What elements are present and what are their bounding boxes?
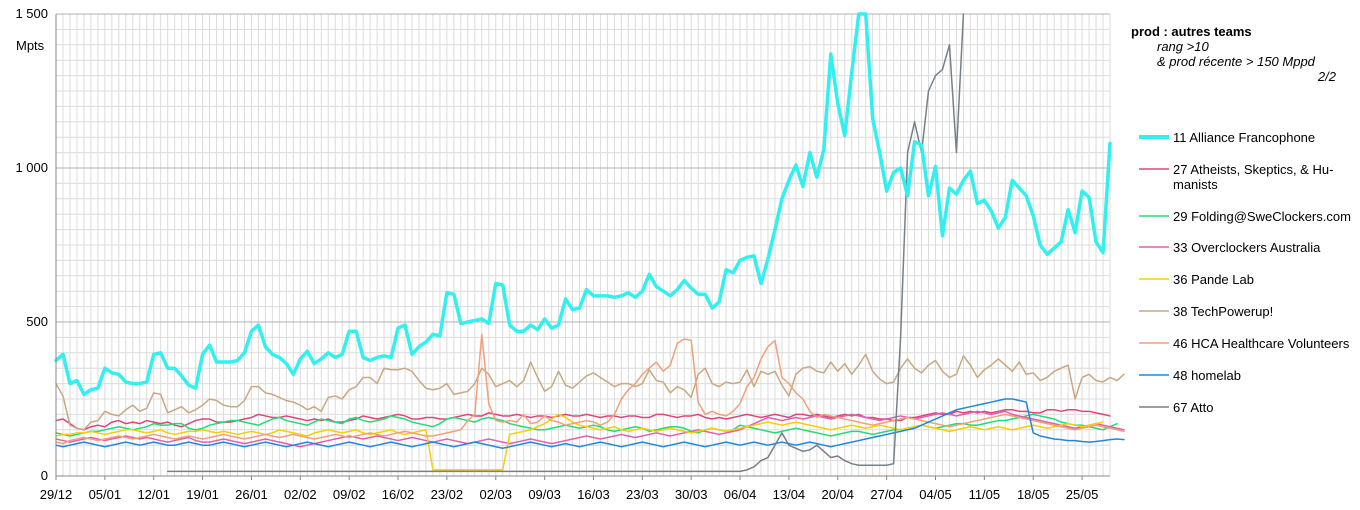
series-line-38-techpowerup [55, 353, 1125, 431]
x-tick-label: 11/05 [969, 487, 1001, 502]
x-tick-label: 27/04 [870, 487, 903, 502]
chart-title: prod : autres teams [1131, 24, 1252, 39]
series-line-27-atheists-skeptics-humanists [55, 409, 1111, 431]
x-tick-label: 16/02 [382, 487, 415, 502]
axes: 0 500 1 000 1 500 29/12 05/01 12/01 19/01 26/01 0… [15, 6, 1110, 502]
x-tick-label: 26/01 [235, 487, 268, 502]
grid [55, 13, 1111, 477]
x-tick-label: 19/01 [186, 487, 219, 502]
legend-label-46-hca-healthcare-volunteers: 46 HCA Healthcare Volunteers [1173, 336, 1350, 351]
y-tick-label: 1 500 [15, 6, 48, 21]
series-line-48-homelab [55, 398, 1125, 450]
x-tick-label: 13/04 [773, 487, 806, 502]
legend-label-36-pande-lab: 36 Pande Lab [1173, 272, 1254, 287]
legend: 11 Alliance Francophone 27 Atheists, Skep… [1139, 130, 1351, 415]
legend-label-27-atheists-skeptics-humanists: manists [1173, 177, 1218, 192]
series-line-36-pande-lab [55, 413, 1104, 471]
x-tick-label: 12/01 [137, 487, 170, 502]
subtitle-line-3: 2/2 [1317, 69, 1337, 84]
y-tick-label: 0 [41, 468, 48, 483]
legend-label-67-atto: 67 Atto [1173, 400, 1213, 415]
x-tick-label: 09/02 [333, 487, 366, 502]
x-tick-label: 09/03 [528, 487, 561, 502]
legend-label-48-homelab: 48 homelab [1173, 368, 1241, 383]
x-tick-label: 30/03 [675, 487, 708, 502]
x-tick-label: 23/03 [626, 487, 659, 502]
legend-label-38-techpowerup: 38 TechPowerup! [1173, 304, 1273, 319]
x-tick-label: 05/01 [89, 487, 122, 502]
series-group [54, 12, 1125, 473]
subtitle-line-2: & prod récente > 150 Mppd [1157, 54, 1316, 69]
x-tick-label: 18/05 [1017, 487, 1050, 502]
series-line-46-hca-healthcare-volunteers [55, 333, 1125, 445]
x-tick-label: 29/12 [40, 487, 73, 502]
x-tick-label: 06/04 [724, 487, 757, 502]
series-line-67-atto [166, 13, 965, 473]
series-line-11-alliance-francophone [54, 12, 1112, 397]
legend-label-27-atheists-skeptics-humanists: 27 Atheists, Skeptics, & Hu- [1173, 162, 1333, 177]
x-tick-label: 02/03 [479, 487, 512, 502]
subtitle-line-1: rang >10 [1157, 39, 1209, 54]
x-tick-label: 20/04 [822, 487, 855, 502]
x-tick-label: 16/03 [577, 487, 610, 502]
x-tick-label: 25/05 [1066, 487, 1099, 502]
legend-label-11-alliance-francophone: 11 Alliance Francophone [1173, 130, 1315, 145]
legend-label-29-folding-sweclockers-com: 29 Folding@SweClockers.com [1173, 209, 1351, 224]
y-tick-label: 500 [26, 314, 48, 329]
y-axis-label: Mpts [16, 38, 45, 53]
x-tick-label: 04/05 [919, 487, 952, 502]
chart-title-block: prod : autres teams rang >10 & prod réce… [1131, 24, 1337, 84]
y-tick-label: 1 000 [15, 160, 48, 175]
x-tick-label: 23/02 [431, 487, 464, 502]
legend-label-33-overclockers-australia: 33 Overclockers Australia [1173, 240, 1321, 255]
x-tick-label: 02/02 [284, 487, 317, 502]
